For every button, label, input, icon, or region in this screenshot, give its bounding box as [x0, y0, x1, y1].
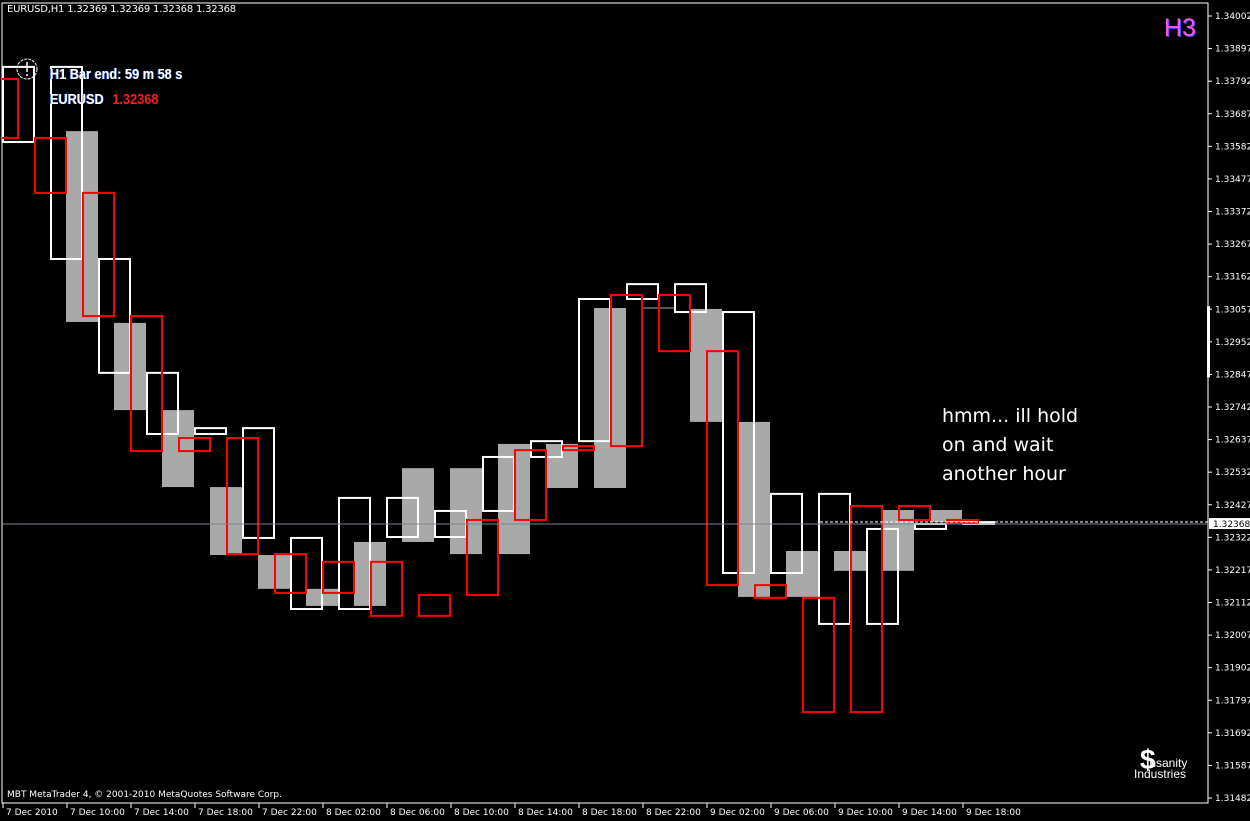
- y-tick-label: 1.33162: [1215, 273, 1250, 283]
- x-tick-label: 7 Dec 18:00: [198, 808, 253, 818]
- red-box: [754, 584, 787, 599]
- x-tick-label: 7 Dec 14:00: [134, 808, 189, 818]
- red-box: [370, 560, 403, 617]
- white-box: [386, 496, 419, 539]
- white-box: [770, 492, 803, 575]
- dollar-icon: $: [1140, 744, 1156, 775]
- y-tick-label: 1.32322: [1215, 533, 1250, 543]
- white-box: [50, 65, 83, 260]
- x-tick-label: 7 Dec 10:00: [70, 808, 125, 818]
- clock-icon: [16, 58, 38, 80]
- x-tick-label: 7 Dec 2010: [6, 808, 58, 818]
- red-box: [2, 77, 19, 139]
- chart-header: EURUSD,H1 1.32369 1.32369 1.32368 1.3236…: [7, 4, 236, 15]
- white-box: [194, 427, 227, 435]
- box-marks: [2, 65, 995, 714]
- comment-line: hmm... ill hold: [942, 405, 1079, 427]
- watermark-line: Insanity: [1146, 756, 1188, 770]
- symbol-price: 1.32368: [112, 91, 159, 108]
- copyright-text: MBT MetaTrader 4, © 2001-2010 MetaQuotes…: [7, 790, 282, 800]
- red-box: [850, 504, 883, 714]
- y-tick-label: 1.33057: [1215, 305, 1250, 315]
- red-box: [82, 191, 115, 318]
- x-tick-label: 8 Dec 02:00: [326, 808, 381, 818]
- y-tick-label: 1.33897: [1215, 45, 1250, 55]
- bid-price-tag: [1209, 518, 1250, 530]
- red-box: [418, 594, 451, 617]
- y-tick-label: 1.31797: [1215, 696, 1250, 706]
- comment-line: on and wait: [942, 434, 1054, 456]
- red-box: [274, 553, 307, 594]
- watermark-logo: $ Insanity Industries: [1134, 746, 1188, 781]
- x-tick-label: 8 Dec 18:00: [582, 808, 637, 818]
- red-box: [178, 437, 211, 453]
- period-badge: H3: [1164, 14, 1196, 42]
- y-tick-label: 1.32112: [1215, 599, 1250, 609]
- y-tick-label: 1.32532: [1215, 468, 1250, 478]
- white-box: [2, 65, 35, 143]
- red-box: [34, 136, 67, 194]
- bar-end-timer: H1 Bar end: 59 m 58 s: [50, 66, 183, 83]
- comment-line: another hour: [942, 463, 1066, 485]
- bid-price-label: 1.32368: [1213, 520, 1250, 530]
- price-lines: [2, 521, 1208, 525]
- y-tick-label: 1.33687: [1215, 110, 1250, 120]
- red-box: [562, 445, 595, 452]
- x-tick-label: 9 Dec 18:00: [966, 808, 1021, 818]
- x-tick-label: 9 Dec 10:00: [838, 808, 893, 818]
- price-axis[interactable]: 1.34002 1.33897 1.33792 1.33687 1.33582 1.334…: [1207, 12, 1250, 804]
- y-tick-label: 1.33477: [1215, 175, 1250, 185]
- x-tick-label: 9 Dec 06:00: [774, 808, 829, 818]
- red-box: [610, 293, 643, 448]
- red-box: [898, 504, 931, 521]
- chart-comment: hmm... ill hold on and wait another hour: [942, 402, 1078, 489]
- red-box: [226, 437, 259, 556]
- y-tick-label: 1.32007: [1215, 631, 1250, 641]
- y-tick-label: 1.33582: [1215, 142, 1250, 152]
- red-box: [706, 350, 739, 587]
- x-tick-label: 7 Dec 22:00: [262, 808, 317, 818]
- y-tick-label: 1.32952: [1215, 338, 1250, 348]
- y-tick-label: 1.32217: [1215, 566, 1250, 576]
- y-tick-label: 1.31902: [1215, 664, 1250, 674]
- red-box: [658, 293, 691, 353]
- y-tick-label: 1.33267: [1215, 240, 1250, 250]
- y-tick-label: 1.32742: [1215, 403, 1250, 413]
- time-axis[interactable]: 7 Dec 2010 7 Dec 10:00 7 Dec 14:00 7 Dec 18…: [2, 803, 1021, 818]
- y-tick-label: 1.33372: [1215, 208, 1250, 218]
- y-tick-label: 1.34002: [1215, 12, 1250, 22]
- y-tick-label: 1.31692: [1215, 729, 1250, 739]
- x-tick-label: 8 Dec 22:00: [646, 808, 701, 818]
- red-box: [946, 518, 979, 525]
- white-box: [338, 496, 371, 611]
- y-tick-label: 1.32427: [1215, 501, 1250, 511]
- red-box: [514, 449, 547, 521]
- y-tick-label: 1.31587: [1215, 761, 1250, 771]
- red-box: [322, 560, 355, 594]
- y-tick-label: 1.33792: [1215, 77, 1250, 87]
- x-tick-label: 9 Dec 02:00: [710, 808, 765, 818]
- symbol-name: EURUSD: [50, 91, 104, 108]
- symbol-price-label: EURUSD 1.32368: [50, 91, 158, 108]
- y-tick-label: 1.31482: [1215, 794, 1250, 804]
- x-tick-label: 9 Dec 14:00: [902, 808, 957, 818]
- red-box: [466, 518, 499, 597]
- y-tick-label: 1.32637: [1215, 436, 1250, 446]
- red-box: [130, 315, 163, 453]
- red-box: [802, 596, 835, 714]
- x-tick-label: 8 Dec 06:00: [390, 808, 445, 818]
- x-tick-label: 8 Dec 10:00: [454, 808, 509, 818]
- watermark-line: Industries: [1134, 767, 1187, 781]
- y-tick-label: 1.32847: [1215, 370, 1250, 380]
- x-tick-label: 8 Dec 14:00: [518, 808, 573, 818]
